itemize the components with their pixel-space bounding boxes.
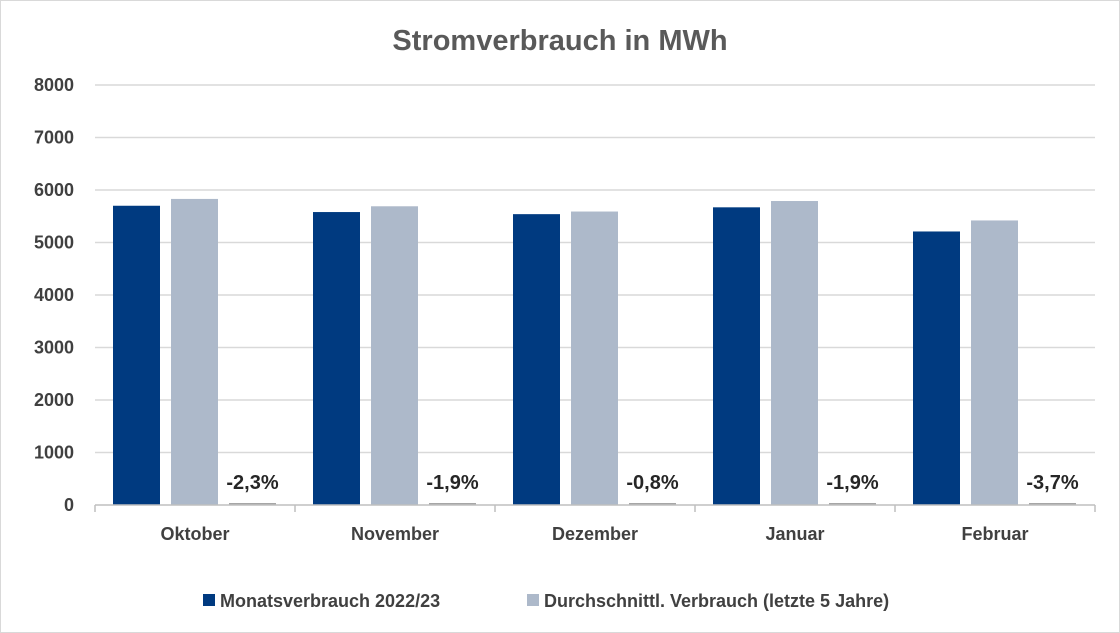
change-label: -1,9% [426, 472, 478, 494]
x-tick-label: Oktober [160, 524, 229, 544]
legend: Monatsverbrauch 2022/23 Durchschnittl. Ve… [203, 591, 889, 611]
y-tick-label: 6000 [34, 180, 74, 200]
bar-monatsverbrauch [913, 231, 960, 505]
bar-monatsverbrauch [713, 207, 760, 505]
y-tick-label: 5000 [34, 233, 74, 253]
bars: -2,3% -1,9% -0,8% -1,9% -3,7% [113, 198, 1079, 506]
y-tick-label: 1000 [34, 443, 74, 463]
change-marker [629, 503, 676, 505]
legend-swatch [203, 594, 215, 606]
legend-label: Monatsverbrauch 2022/23 [220, 591, 440, 611]
change-label: -3,7% [1026, 472, 1078, 494]
y-tick-label: 3000 [34, 338, 74, 358]
bar-durchschnitt [971, 220, 1018, 505]
x-tick-label: Dezember [552, 524, 638, 544]
x-axis: Oktober November Dezember Januar Februar [94, 504, 1096, 544]
bar-durchschnitt [371, 206, 418, 505]
bar-monatsverbrauch [513, 214, 560, 505]
legend-label: Durchschnittl. Verbrauch (letzte 5 Jahre… [544, 591, 889, 611]
change-label: -2,3% [226, 472, 278, 494]
y-axis-ticks: 0 1000 2000 3000 4000 5000 6000 7000 8000 [34, 75, 74, 515]
bar-durchschnitt [771, 201, 818, 505]
y-tick-label: 7000 [34, 128, 74, 148]
change-marker [229, 503, 276, 505]
change-marker [429, 503, 476, 505]
change-label: -1,9% [826, 472, 878, 494]
bar-durchschnitt [171, 198, 218, 506]
y-tick-label: 2000 [34, 390, 74, 410]
bar-monatsverbrauch [113, 205, 160, 505]
bar-durchschnitt [571, 211, 618, 505]
change-marker [1029, 503, 1076, 505]
bar-monatsverbrauch [313, 212, 360, 506]
y-tick-label: 0 [64, 495, 74, 515]
y-tick-label: 8000 [34, 75, 74, 95]
change-label: -0,8% [626, 472, 678, 494]
x-tick-label: Februar [961, 524, 1028, 544]
legend-swatch [527, 594, 539, 606]
x-tick-label: Januar [765, 524, 824, 544]
change-marker [829, 503, 876, 505]
y-tick-label: 4000 [34, 285, 74, 305]
x-tick-label: November [351, 524, 439, 544]
chart-title: Stromverbrauch in MWh [392, 25, 727, 57]
